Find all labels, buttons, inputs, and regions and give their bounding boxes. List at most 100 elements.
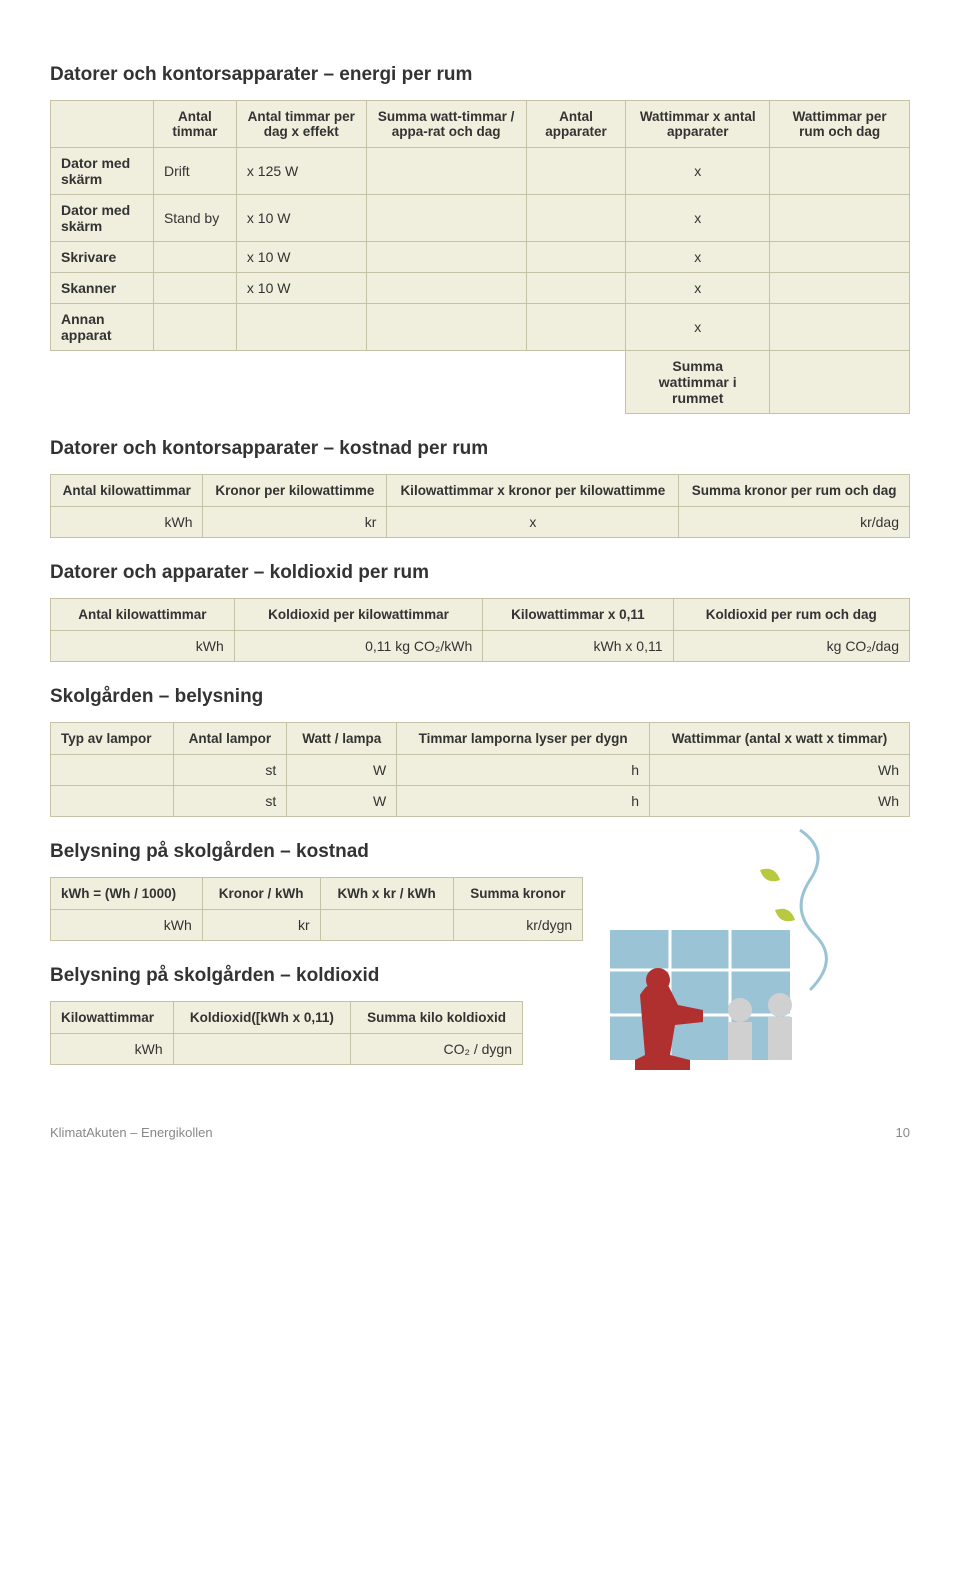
t4-r2c1: st [173,786,287,817]
page-footer: KlimatAkuten – Energikollen 10 [50,1125,910,1140]
t1-h1: Antal timmar [153,101,236,148]
table-row: kWh 0,11 kg CO₂/kWh kWh x 0,11 kg CO₂/da… [51,631,910,662]
cell [173,1034,350,1065]
t1-r4c2: x 10 W [236,273,366,304]
t1-r2c2: x 10 W [236,195,366,242]
cell [770,273,910,304]
table-koldioxid-per-rum: Antal kilowattimmar Koldioxid per kilowa… [50,598,910,662]
t1-h6: Wattimmar per rum och dag [770,101,910,148]
t6-h1: Koldioxid([kWh x 0,11) [173,1002,350,1034]
t4-h3: Timmar lamporna lyser per dygn [397,723,650,755]
section4-title: Skolgården – belysning [50,686,910,708]
table-row: kWh kr x kr/dag [51,507,910,538]
t6-r1c0: kWh [51,1034,174,1065]
cell [153,242,236,273]
t2-r1c2: x [387,507,679,538]
t1-r4c0: Skanner [51,273,154,304]
t6-h0: Kilowattimmar [51,1002,174,1034]
t1-r3c0: Skrivare [51,242,154,273]
table-row: Dator med skärm Stand by x 10 W x [51,195,910,242]
t2-h2: Kilowattimmar x kronor per kilowattimme [387,475,679,507]
cell [770,304,910,351]
t2-h0: Antal kilowattimmar [51,475,203,507]
table-row: st W h Wh [51,786,910,817]
cell [236,304,366,351]
t1-r2c1: Stand by [153,195,236,242]
section6-title: Belysning på skolgården – koldioxid [50,965,910,987]
cell [153,273,236,304]
t3-r1c1: 0,11 kg CO₂/kWh [234,631,482,662]
footer-page-number: 10 [896,1125,910,1140]
t1-r5c0: Annan apparat [51,304,154,351]
t1-h2: Antal timmar per dag x effekt [236,101,366,148]
table-belysning-koldioxid: Kilowattimmar Koldioxid([kWh x 0,11) Sum… [50,1001,523,1065]
t4-r2c3: h [397,786,650,817]
t3-h1: Koldioxid per kilowattimmar [234,599,482,631]
t1-sum-label: Summa wattimmar i rummet [626,351,770,414]
t1-r3c5: x [626,242,770,273]
table-row: kWh CO₂ / dygn [51,1034,523,1065]
table-row: st W h Wh [51,755,910,786]
table-belysning-kostnad: kWh = (Wh / 1000) Kronor / kWh KWh x kr … [50,877,583,941]
t3-h0: Antal kilowattimmar [51,599,235,631]
t1-r2c5: x [626,195,770,242]
cell [366,195,526,242]
t1-h4: Antal apparater [526,101,625,148]
cell [526,304,625,351]
table-row: kWh kr kr/dygn [51,910,583,941]
t5-r1c0: kWh [51,910,203,941]
t1-h0 [51,101,154,148]
t4-h0: Typ av lampor [51,723,174,755]
t3-r1c0: kWh [51,631,235,662]
section2-title: Datorer och kontorsapparater – kostnad p… [50,438,910,460]
t4-h1: Antal lampor [173,723,287,755]
cell [770,148,910,195]
t2-r1c0: kWh [51,507,203,538]
table-row: Skanner x 10 W x [51,273,910,304]
cell [320,910,453,941]
section1-title: Datorer och kontorsapparater – energi pe… [50,64,910,86]
t3-r1c2: kWh x 0,11 [483,631,673,662]
t4-r1c1: st [173,755,287,786]
cell [51,755,174,786]
t4-r1c3: h [397,755,650,786]
t4-r1c2: W [287,755,397,786]
t1-r1c5: x [626,148,770,195]
t5-h2: KWh x kr / kWh [320,878,453,910]
cell [51,786,174,817]
t5-h1: Kronor / kWh [202,878,320,910]
t1-r1c1: Drift [153,148,236,195]
t1-r2c0: Dator med skärm [51,195,154,242]
cell [366,304,526,351]
cell [770,242,910,273]
t5-h3: Summa kronor [453,878,583,910]
cell [366,242,526,273]
cell [526,242,625,273]
table-row: Dator med skärm Drift x 125 W x [51,148,910,195]
table-energi-per-rum: Antal timmar Antal timmar per dag x effe… [50,100,910,414]
t4-h2: Watt / lampa [287,723,397,755]
t1-r1c2: x 125 W [236,148,366,195]
t2-r1c3: kr/dag [679,507,910,538]
t1-r5c5: x [626,304,770,351]
t5-r1c1: kr [202,910,320,941]
t2-h1: Kronor per kilowattimme [203,475,387,507]
cell [526,148,625,195]
t4-r2c4: Wh [650,786,910,817]
t2-r1c1: kr [203,507,387,538]
t1-h5: Wattimmar x antal apparater [626,101,770,148]
cell [153,304,236,351]
section3-title: Datorer och apparater – koldioxid per ru… [50,562,910,584]
t1-r3c2: x 10 W [236,242,366,273]
footer-left: KlimatAkuten – Energikollen [50,1125,213,1140]
t1-h3: Summa watt-timmar / appa-rat och dag [366,101,526,148]
table-belysning: Typ av lampor Antal lampor Watt / lampa … [50,722,910,817]
t6-h2: Summa kilo koldioxid [351,1002,523,1034]
cell [366,148,526,195]
t3-r1c3: kg CO₂/dag [673,631,909,662]
t5-r1c3: kr/dygn [453,910,583,941]
cell [366,273,526,304]
cell [770,195,910,242]
table-row: Annan apparat x [51,304,910,351]
t1-r4c5: x [626,273,770,304]
